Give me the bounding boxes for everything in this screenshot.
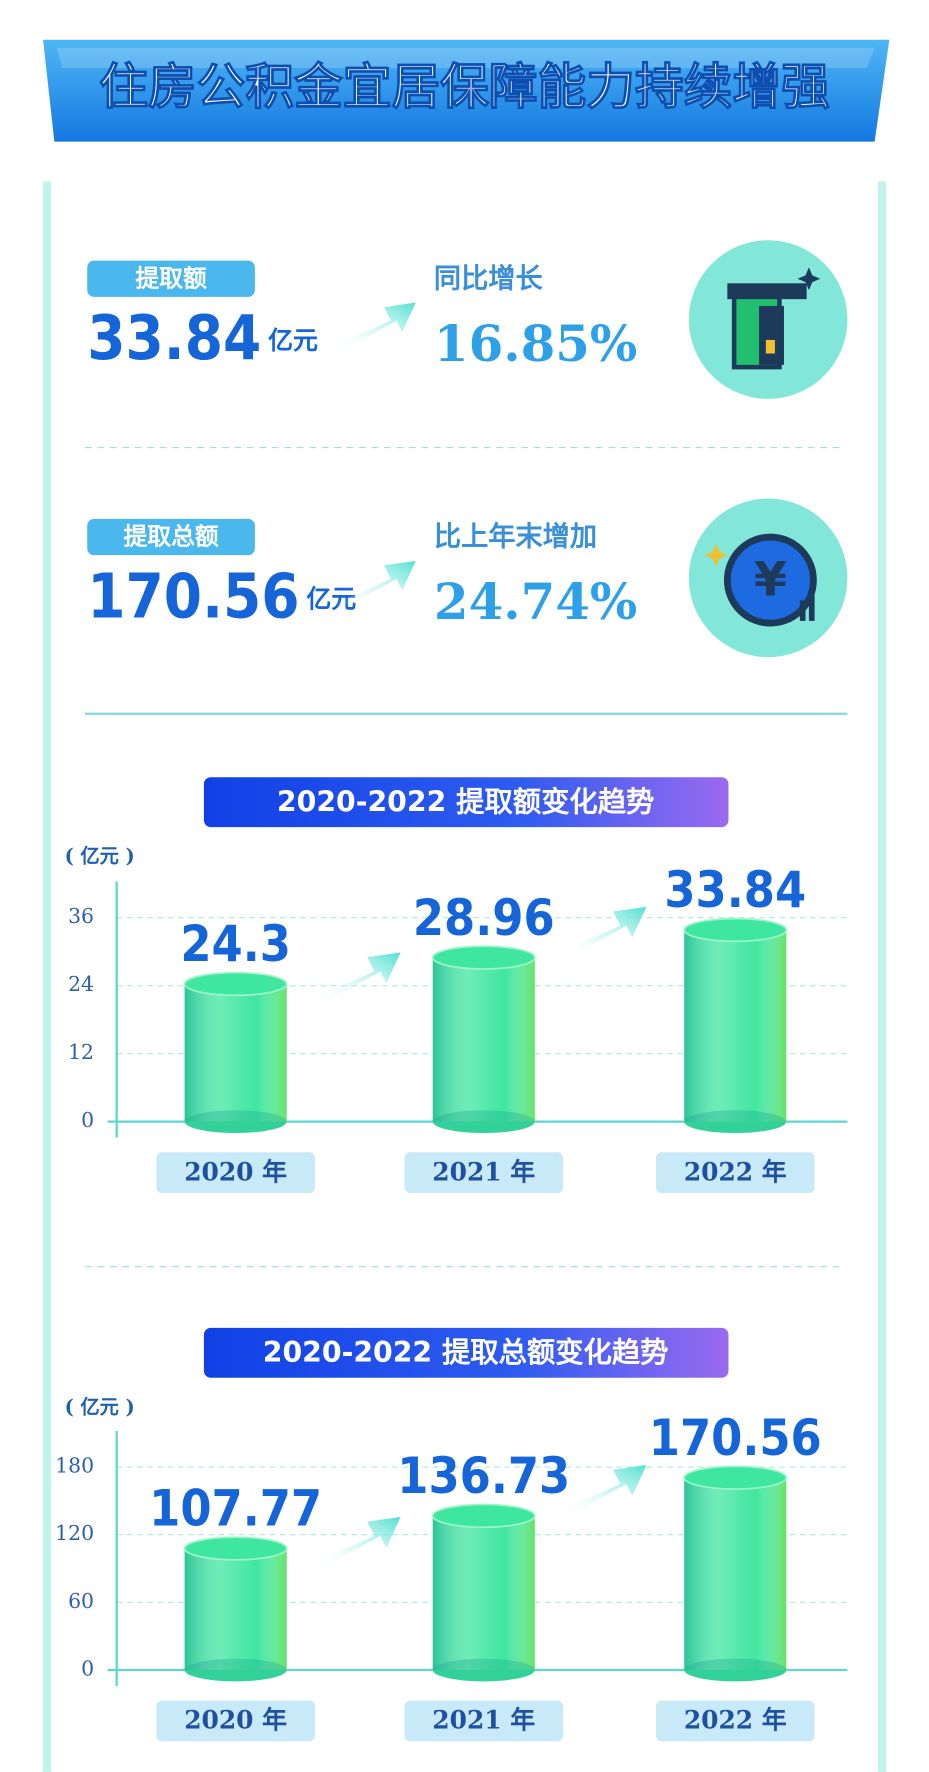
bar-bottom-shade bbox=[184, 1658, 287, 1682]
category-pill bbox=[655, 1152, 815, 1194]
x-tick-label: 2022 年 bbox=[684, 1706, 787, 1735]
atm-icon bbox=[688, 240, 848, 399]
bar-bottom-shade bbox=[184, 1110, 287, 1133]
stat-label: 提取额 bbox=[135, 264, 207, 292]
stat-value: 33.84 bbox=[87, 303, 261, 374]
svg-text:¥: ¥ bbox=[754, 552, 787, 607]
trend-arrow bbox=[560, 906, 647, 957]
banner-shine bbox=[56, 47, 875, 69]
bar-shade bbox=[184, 983, 287, 1122]
x-tick-label: 2020 年 bbox=[184, 1157, 287, 1186]
bar-top bbox=[431, 1503, 536, 1529]
value-label: 28.96 bbox=[413, 889, 555, 947]
value-label: 136.73 bbox=[397, 1447, 570, 1505]
bar-bottom-shade bbox=[684, 1658, 787, 1682]
stat-value-line: 170.56 亿元 bbox=[87, 561, 356, 632]
category-pill bbox=[404, 1152, 564, 1194]
value-label: 107.77 bbox=[149, 1480, 322, 1538]
change-label: 比上年末增加 bbox=[434, 521, 597, 553]
bar-top bbox=[183, 971, 288, 997]
y-tick-label: 180 bbox=[55, 1454, 94, 1478]
x-tick-label: 2022 年 bbox=[684, 1157, 787, 1186]
y-tick-label: 36 bbox=[68, 904, 94, 928]
bar-shade bbox=[184, 1548, 287, 1670]
value-label: 170.56 bbox=[649, 1409, 822, 1467]
bar-shade bbox=[432, 957, 535, 1122]
stat-value: 170.56 bbox=[87, 561, 299, 632]
y-tick-label: 12 bbox=[68, 1040, 94, 1064]
stat-value-line: 33.84 亿元 bbox=[87, 303, 318, 374]
change-value: 24.74% bbox=[434, 572, 637, 631]
stat-label-pill bbox=[87, 518, 255, 556]
category-pill bbox=[156, 1700, 315, 1742]
x-tick-label: 2020 年 bbox=[184, 1706, 287, 1735]
bar-top bbox=[683, 917, 788, 943]
frame-left bbox=[43, 181, 51, 1772]
trend-arrow bbox=[334, 560, 416, 609]
bar-bottom-shade bbox=[684, 1110, 787, 1133]
chart-title: 2020-2022 提取额变化趋势 bbox=[277, 785, 654, 818]
bar-shade bbox=[432, 1515, 535, 1670]
bar-top bbox=[431, 945, 536, 970]
change-label: 同比增长 bbox=[434, 262, 544, 294]
y-tick-label: 60 bbox=[68, 1589, 94, 1613]
page-title: 住房公积金宜居保障能力持续增强 bbox=[99, 60, 830, 116]
y-tick-label: 24 bbox=[68, 972, 94, 996]
trend-arrow bbox=[314, 1516, 401, 1567]
y-axis-label: ( 亿元 ) bbox=[65, 845, 135, 868]
bar-shade bbox=[684, 1477, 787, 1670]
bar-top bbox=[683, 1465, 788, 1490]
value-label: 33.84 bbox=[664, 861, 806, 919]
trend-arrow bbox=[560, 1464, 647, 1515]
x-tick-label: 2021 年 bbox=[432, 1157, 535, 1186]
stat-unit: 亿元 bbox=[268, 326, 318, 355]
x-tick-label: 2021 年 bbox=[432, 1706, 535, 1735]
bar-top bbox=[183, 1536, 288, 1561]
category-pill bbox=[404, 1700, 564, 1742]
stat-label: 提取总额 bbox=[124, 523, 219, 551]
category-pill bbox=[156, 1152, 315, 1194]
y-tick-label: 120 bbox=[55, 1521, 94, 1545]
stat-label-pill bbox=[87, 260, 255, 297]
chart-title-pill bbox=[203, 777, 729, 828]
y-tick-label: 0 bbox=[81, 1656, 94, 1680]
chart-title: 2020-2022 提取总额变化趋势 bbox=[263, 1336, 669, 1369]
bar-bottom-shade bbox=[432, 1658, 535, 1682]
y-tick-label: 0 bbox=[81, 1108, 94, 1132]
category-pill bbox=[655, 1700, 815, 1742]
title-banner bbox=[43, 39, 890, 142]
value-label: 24.3 bbox=[180, 915, 291, 973]
trend-arrow bbox=[334, 302, 416, 351]
y-axis-label: ( 亿元 ) bbox=[65, 1395, 135, 1418]
bar-bottom-shade bbox=[432, 1110, 535, 1133]
trend-arrow bbox=[314, 952, 401, 1003]
bar-shade bbox=[684, 929, 787, 1122]
change-value: 16.85% bbox=[434, 314, 637, 373]
yuan-icon: ¥ bbox=[688, 498, 848, 658]
frame-right bbox=[878, 181, 886, 1772]
chart-title-pill bbox=[203, 1327, 729, 1378]
